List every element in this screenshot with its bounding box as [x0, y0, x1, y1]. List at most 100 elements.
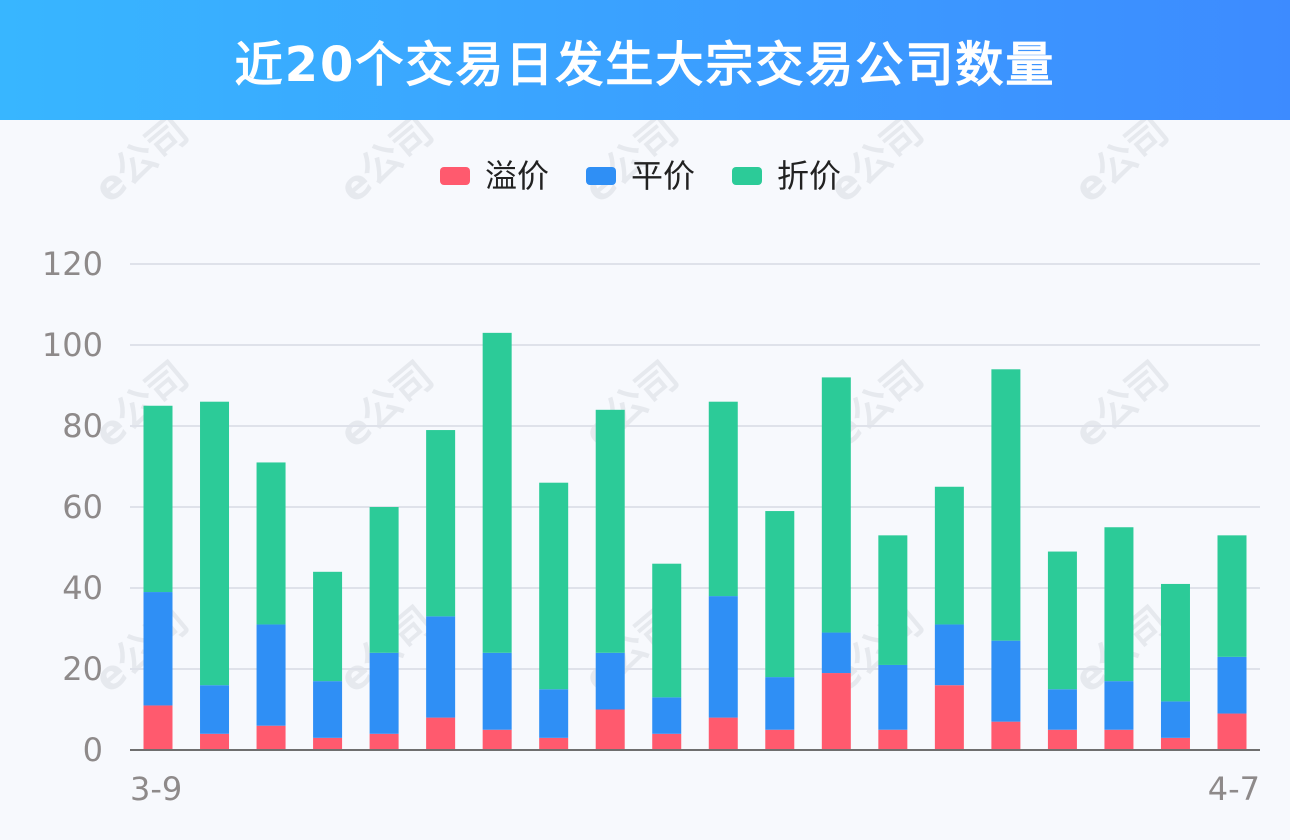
legend-swatch	[586, 167, 616, 185]
bar-segment-0	[1104, 729, 1134, 750]
watermark-text: e公司	[1066, 353, 1178, 457]
bar-segment-2	[369, 507, 399, 653]
bar-segment-1	[143, 592, 173, 706]
bar-segment-1	[991, 640, 1021, 722]
bar-segment-2	[708, 401, 738, 597]
bar-segment-0	[934, 685, 964, 750]
bar-stack	[200, 401, 230, 750]
y-tick-label: 80	[62, 407, 103, 445]
bar-segment-0	[1217, 713, 1247, 750]
bar-segment-1	[934, 624, 964, 686]
bar-segment-2	[143, 405, 173, 593]
bar-segment-2	[426, 430, 456, 617]
bar-segment-0	[426, 717, 456, 750]
bar-segment-0	[200, 733, 230, 750]
legend-label: 溢价	[485, 157, 549, 195]
watermark-text: e公司	[1066, 120, 1178, 212]
bar-segment-2	[991, 369, 1021, 641]
legend: 溢价 平价 折价	[440, 157, 841, 195]
bar-stack	[821, 377, 851, 750]
bar-segment-1	[313, 681, 343, 738]
bar-stack	[1217, 535, 1247, 750]
stacked-bar-chart: e公司e公司e公司e公司e公司e公司e公司e公司e公司e公司e公司e公司e公司e…	[42, 120, 1260, 808]
bar-segment-1	[1160, 701, 1190, 738]
bar-segment-0	[482, 729, 512, 750]
bar-stack	[369, 507, 399, 750]
y-tick-label: 100	[42, 326, 103, 364]
bar-segment-1	[482, 652, 512, 730]
bar-segment-1	[595, 652, 625, 710]
bar-stack	[256, 462, 286, 750]
bar-stack	[708, 401, 738, 750]
bar-stack	[1160, 583, 1190, 750]
bar-segment-2	[256, 462, 286, 625]
bar-segment-2	[539, 482, 569, 690]
grid-lines	[130, 263, 1260, 670]
watermark-text: e公司	[331, 353, 443, 457]
legend-item: 平价	[586, 157, 695, 195]
bar-stack	[1104, 527, 1134, 750]
y-tick-label: 0	[83, 731, 103, 769]
bar-stack	[991, 369, 1021, 750]
chart-title: 近20个交易日发生大宗交易公司数量	[234, 37, 1056, 93]
bar-segment-2	[1047, 551, 1077, 690]
bar-segment-0	[821, 673, 851, 750]
bar-segment-0	[143, 705, 173, 750]
bar-segment-2	[595, 409, 625, 653]
legend-item: 折价	[732, 157, 841, 195]
bar-segment-0	[539, 737, 569, 750]
bar-segment-0	[878, 729, 908, 750]
bar-segment-0	[595, 709, 625, 750]
bar-segment-2	[878, 535, 908, 665]
bar-stack	[652, 563, 682, 750]
bar-segment-0	[991, 721, 1021, 750]
bar-stack	[143, 405, 173, 750]
bar-segment-0	[1047, 729, 1077, 750]
y-tick-label: 120	[42, 245, 103, 283]
bar-stack	[934, 486, 964, 750]
x-tick-label-first: 3-9	[130, 770, 182, 808]
bar-stack	[595, 409, 625, 750]
legend-swatch	[440, 167, 470, 185]
bar-segment-2	[934, 486, 964, 625]
bars	[143, 332, 1247, 750]
bar-segment-1	[539, 689, 569, 738]
bar-segment-0	[313, 737, 343, 750]
bar-segment-2	[313, 571, 343, 682]
bar-stack	[539, 482, 569, 750]
bar-stack	[878, 535, 908, 750]
bar-segment-1	[256, 624, 286, 726]
bar-stack	[426, 430, 456, 750]
bar-segment-2	[821, 377, 851, 633]
bar-segment-1	[821, 632, 851, 674]
bar-stack	[765, 511, 795, 750]
y-tick-label: 40	[62, 569, 103, 607]
bar-segment-2	[1160, 583, 1190, 702]
watermark-text: e公司	[86, 120, 198, 212]
bar-segment-1	[1047, 689, 1077, 730]
bar-segment-0	[652, 733, 682, 750]
bar-segment-2	[1217, 535, 1247, 657]
y-tick-label: 60	[62, 488, 103, 526]
x-axis: 3-9 4-7	[130, 749, 1260, 808]
y-axis: 0 20 40 60 80 100 120	[42, 245, 103, 769]
bar-segment-0	[708, 717, 738, 750]
bar-stack	[482, 332, 512, 750]
y-tick-label: 20	[62, 650, 103, 688]
bar-segment-1	[200, 685, 230, 734]
bar-segment-2	[200, 401, 230, 686]
bar-stack	[1047, 551, 1077, 750]
watermark-text: e公司	[576, 353, 688, 457]
legend-swatch	[732, 167, 762, 185]
x-tick-label-last: 4-7	[1208, 770, 1260, 808]
legend-label: 折价	[777, 157, 841, 195]
bar-segment-1	[1217, 656, 1247, 714]
bar-segment-1	[708, 596, 738, 718]
bar-segment-1	[765, 677, 795, 730]
bar-segment-1	[369, 652, 399, 734]
legend-label: 平价	[631, 157, 695, 195]
bar-segment-2	[482, 332, 512, 653]
bar-segment-1	[878, 664, 908, 730]
watermark-text: e公司	[331, 120, 443, 212]
